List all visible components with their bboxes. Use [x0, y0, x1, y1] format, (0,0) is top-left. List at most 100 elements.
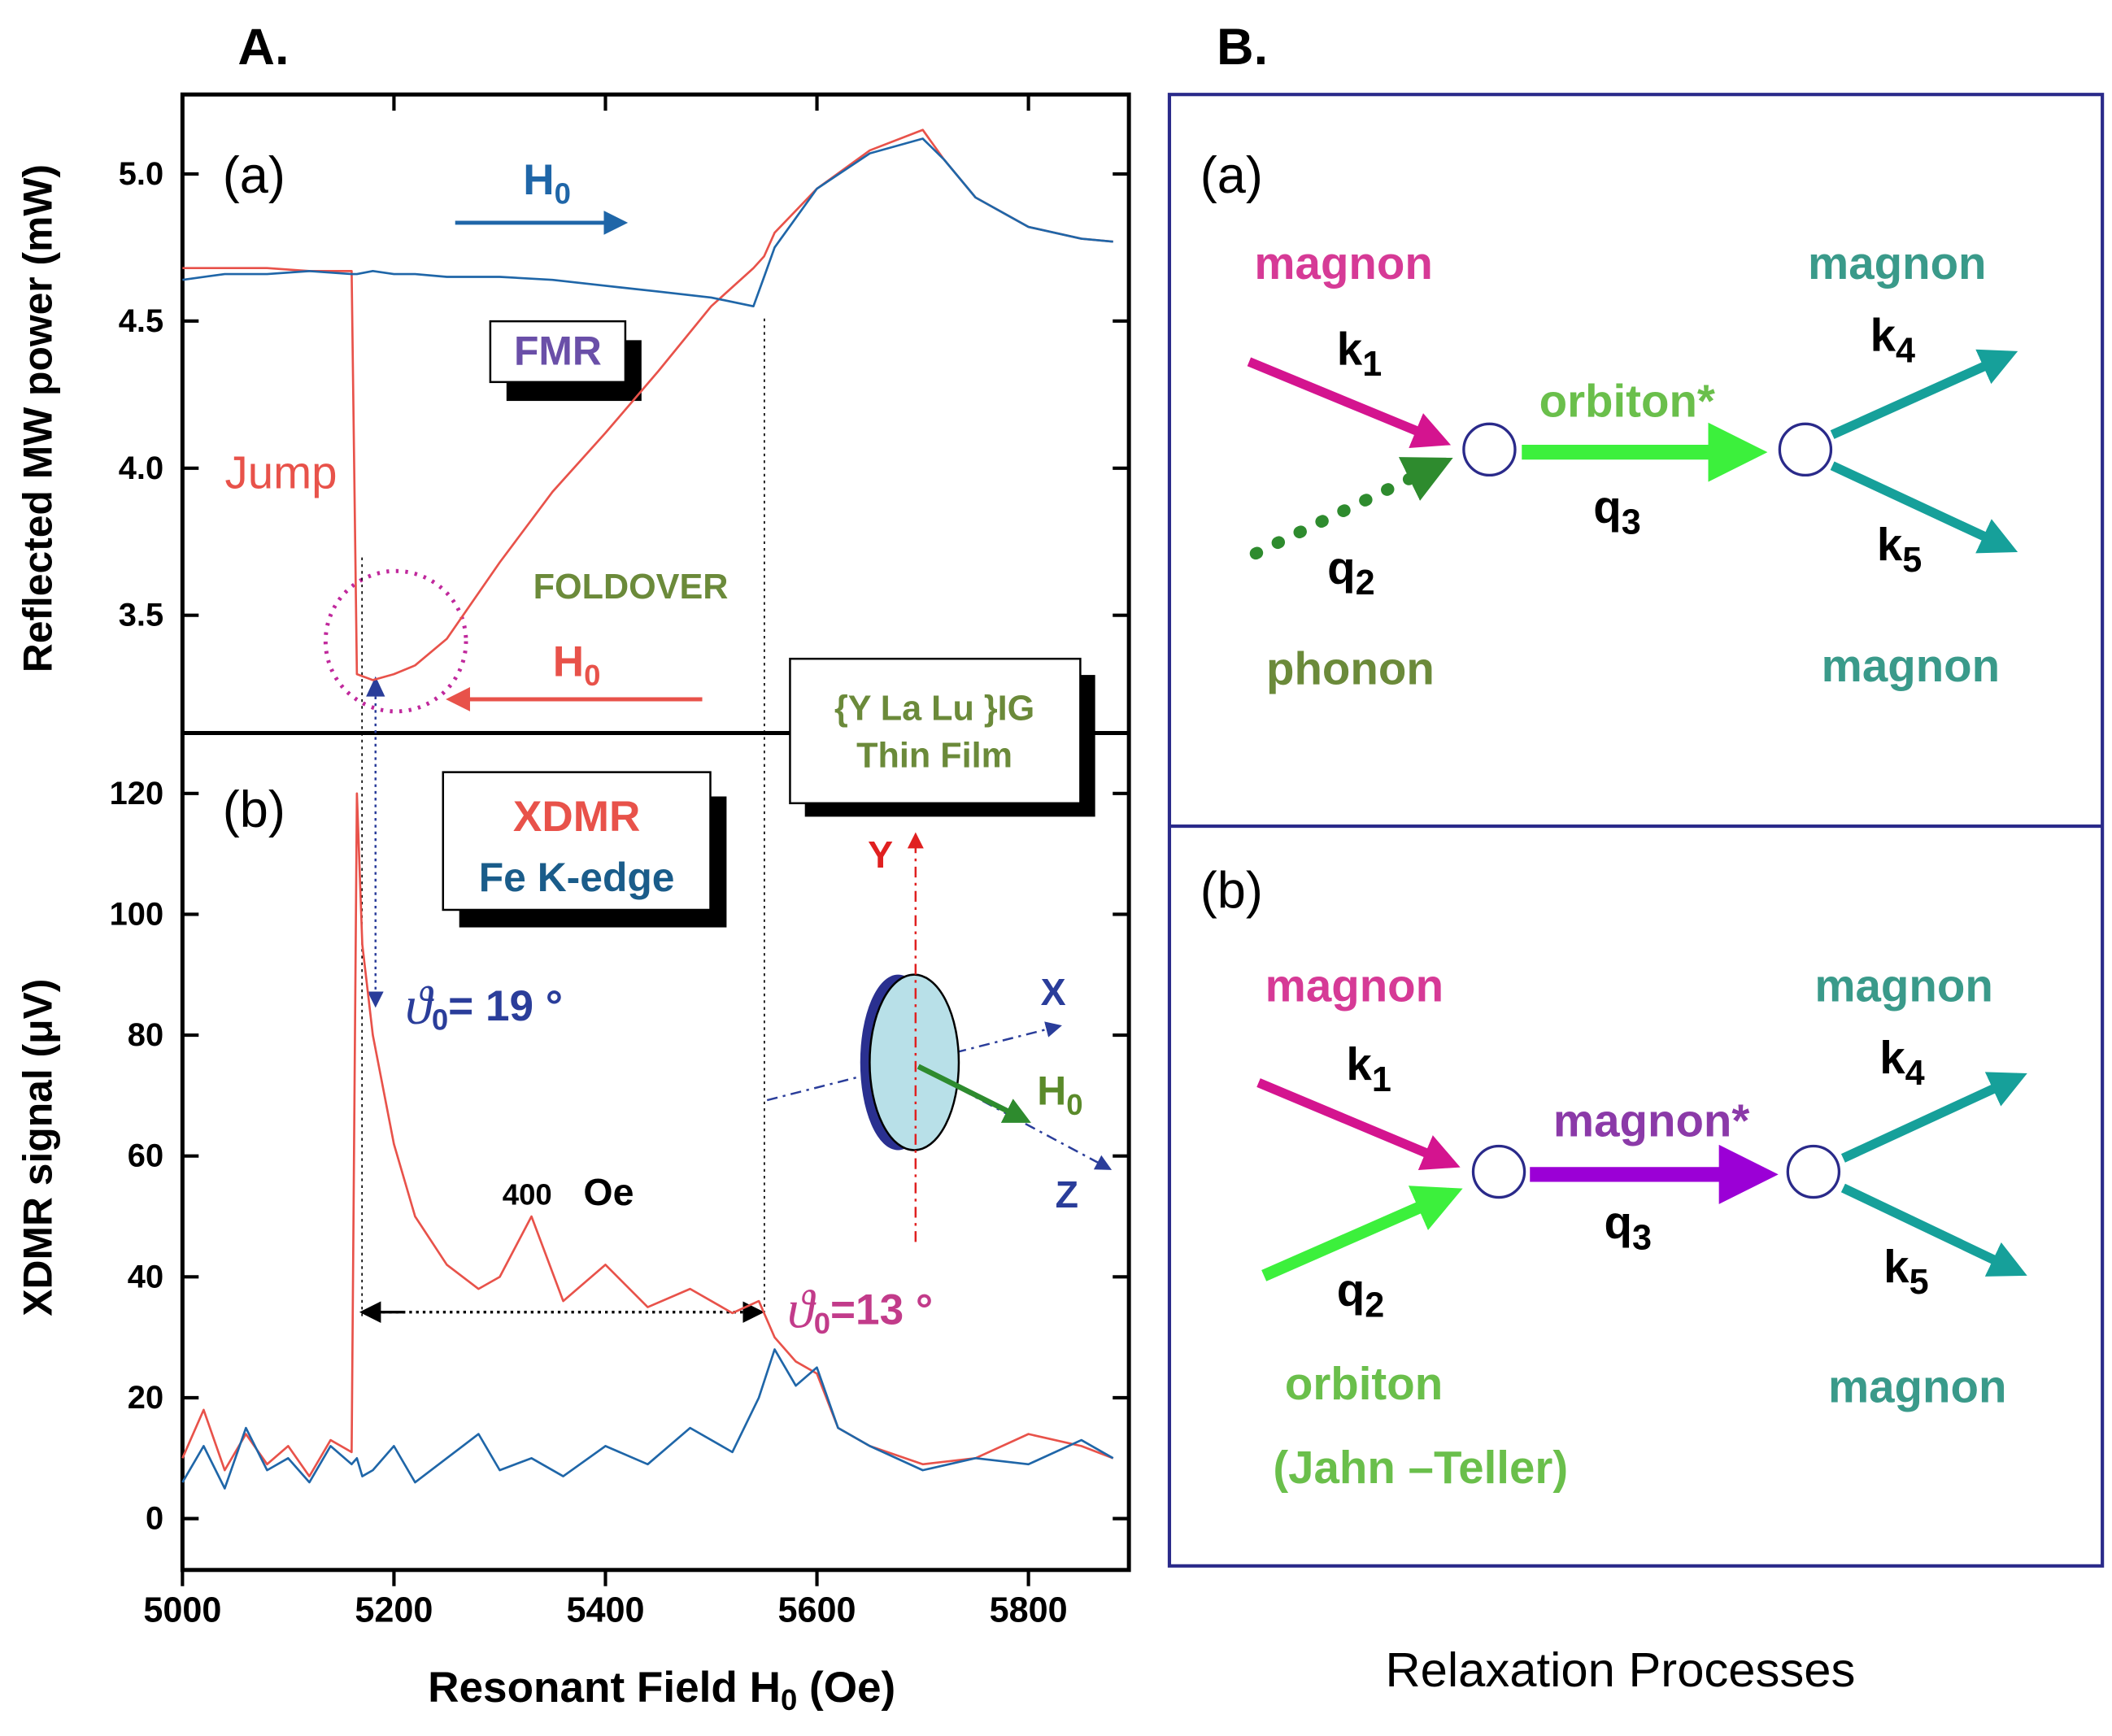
label-part: H [553, 637, 584, 685]
particle-label: magnon [1828, 1361, 2006, 1412]
particle-label: orbiton [1285, 1358, 1443, 1409]
vertex [1778, 422, 1833, 477]
x-tick-label: 5600 [778, 1591, 856, 1630]
angle-label: ϑ0=13 ° [787, 1280, 933, 1340]
y-tick-label: 40 [128, 1259, 163, 1294]
wavevector: k1 [1346, 1038, 1391, 1099]
xdmr-label: XDMR [513, 793, 640, 841]
width-label: 400 [503, 1178, 552, 1212]
particle-label: magnon [1808, 237, 1986, 289]
panel-label: (b) [1200, 863, 1263, 920]
arrow [1830, 461, 2018, 554]
arrow [1249, 456, 1453, 560]
field-arrow [917, 1064, 1031, 1123]
label-part: Resonant Field H [428, 1664, 781, 1712]
particle-label: phonon [1266, 642, 1435, 694]
label-sub: 1 [1372, 1060, 1391, 1099]
particle-label: magnon* [1553, 1094, 1749, 1146]
panel-label: (a) [1200, 147, 1263, 204]
plot-frame [180, 92, 1131, 1573]
wavevector: q2 [1327, 542, 1375, 603]
y-tick-label: 4.5 [119, 303, 163, 339]
wavevector: k4 [1879, 1031, 1924, 1092]
y-axis-label: Reflected MW power (mW) [15, 164, 61, 672]
wavevector: k5 [1877, 519, 1922, 580]
arrow [1830, 349, 2018, 439]
sample-label: {Y La Lu }IG [834, 690, 1034, 729]
film-face [869, 973, 960, 1151]
panel-label: (a) [223, 147, 285, 204]
particle-label: orbiton* [1539, 376, 1715, 427]
axis-name: Z [1056, 1173, 1078, 1216]
label-sub: 0 [555, 176, 571, 210]
y-tick-label: 3.5 [119, 598, 163, 633]
label-part: q [1337, 1264, 1365, 1315]
label-part: (Oe) [797, 1664, 895, 1712]
label-part: k [1879, 1031, 1905, 1082]
angle-label: ϑ0= 19 ° [405, 976, 563, 1036]
y-tick-label: 5.0 [119, 156, 163, 192]
label-sub: 2 [1365, 1286, 1384, 1325]
jump-marker [366, 676, 385, 697]
panel-label: (b) [223, 781, 285, 838]
x-tick-label: 5200 [355, 1591, 433, 1630]
label-part: q [1327, 542, 1355, 593]
label-part: H [1037, 1068, 1066, 1113]
label-sub: 0 [432, 1003, 448, 1036]
label-sub: 2 [1356, 563, 1375, 603]
label-sub: 4 [1896, 332, 1915, 371]
x-tick-label: 5800 [990, 1591, 1068, 1630]
field-label: H0 [523, 155, 571, 210]
y-axis-label: XDMR signal (μV) [15, 979, 61, 1316]
wavevector: k5 [1883, 1241, 1928, 1302]
vertex [1462, 422, 1517, 477]
label-sub: 1 [1362, 345, 1382, 384]
wavevector: k1 [1337, 323, 1382, 384]
x-tick-label: 5400 [566, 1591, 644, 1630]
field-label: H0 [1037, 1068, 1082, 1120]
wavevector: q2 [1337, 1264, 1384, 1325]
data-line [181, 1348, 1114, 1490]
y-tick-label: 60 [128, 1138, 163, 1174]
label-box [489, 320, 627, 384]
field-label: H0 [553, 637, 601, 692]
axis-name: Y [868, 833, 893, 876]
arrow [1840, 1183, 2027, 1277]
vertex [1786, 1144, 1841, 1199]
highlight-circle [323, 568, 468, 714]
y-tick-label: 4.0 [119, 450, 163, 486]
label-sub: 3 [1622, 503, 1641, 542]
y-tick-label: 80 [128, 1017, 163, 1053]
x-tick-label: 5000 [143, 1591, 221, 1630]
y-tick-label: 100 [110, 896, 163, 932]
label-part: k [1883, 1241, 1910, 1292]
wavevector: q3 [1593, 481, 1640, 542]
label-sub: 3 [1632, 1218, 1652, 1257]
label-part: k [1337, 323, 1363, 374]
particle-note: (Jahn –Teller) [1273, 1442, 1568, 1493]
label-sub: 0 [781, 1683, 797, 1716]
label-part: q [1605, 1196, 1632, 1247]
particle-label: magnon [1265, 959, 1444, 1011]
y-tick-label: 0 [146, 1501, 163, 1537]
particle-label: magnon [1254, 237, 1432, 289]
particle-label: magnon [1814, 959, 1992, 1011]
width-label: Oe [583, 1171, 634, 1213]
axis-name: X [1041, 971, 1066, 1013]
label-part: k [1346, 1038, 1372, 1090]
diagram-frame [1167, 93, 2105, 1568]
label-sub: 0 [814, 1306, 830, 1339]
label-box [442, 771, 712, 912]
foldover-label: FOLDOVER [533, 568, 729, 607]
label-box [789, 657, 1082, 805]
vertex [1471, 1144, 1526, 1199]
label-part: =13 ° [830, 1286, 933, 1334]
label-sub: 4 [1905, 1054, 1925, 1093]
x-axis-label: Resonant Field H0 (Oe) [428, 1664, 895, 1716]
panel-label: B. [1217, 19, 1268, 76]
label-part: k [1877, 519, 1903, 570]
arrow [1840, 1072, 2027, 1163]
arrow [1256, 1078, 1461, 1171]
